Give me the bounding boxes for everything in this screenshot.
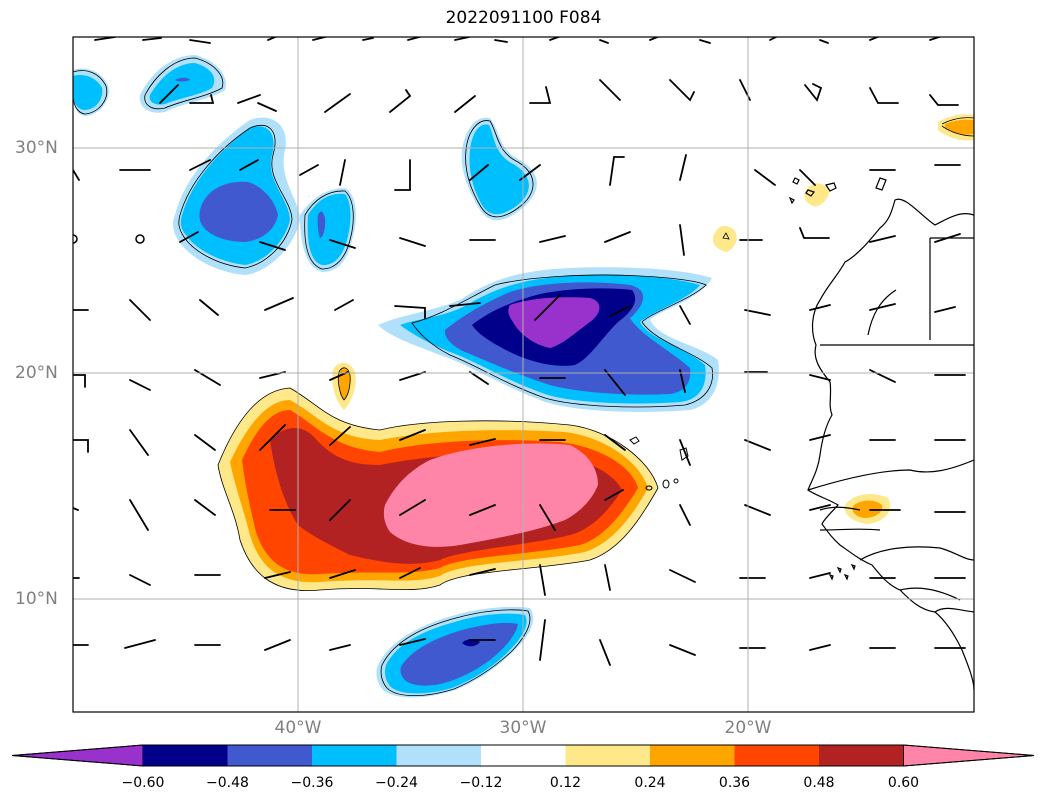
negative-anomaly-region-south: [376, 606, 534, 698]
negative-anomaly-region-nw: [173, 117, 300, 275]
colorbar: [11, 744, 1035, 767]
colorbar-over-arrow: [903, 744, 1035, 767]
colorbar-tick-label: 0.60: [887, 775, 920, 791]
plot-frame: [72, 36, 975, 713]
lon-label-20w: 20°W: [724, 718, 772, 738]
lat-label-10n: 10°N: [15, 589, 58, 609]
colorbar-tick-label: −0.36: [290, 775, 334, 791]
colorbar-tick-label: −0.48: [206, 775, 249, 791]
contour-ring: [73, 234, 78, 244]
lat-label-20n: 20°N: [15, 363, 58, 383]
gridlines: [73, 37, 974, 712]
colorbar-under-arrow: [11, 744, 144, 767]
contour-fields: [73, 37, 974, 698]
lat-label-30n: 30°N: [15, 138, 58, 158]
lon-label-30w: 30°W: [499, 718, 547, 738]
positive-anomaly-small: [332, 362, 356, 410]
negative-anomaly-region-top: [73, 55, 226, 116]
colorbar-tick-label: −0.60: [121, 775, 165, 791]
negative-anomaly-region-n-center: [461, 117, 537, 221]
colorbar-tick-label: 0.36: [718, 775, 751, 791]
colorbar-tick-label: 0.48: [803, 775, 835, 791]
contour-ring: [135, 234, 145, 244]
positive-anomaly-region: [217, 387, 689, 592]
colorbar-tick-label: −0.24: [375, 775, 418, 791]
colorbar-tick-label: 0.24: [634, 775, 666, 791]
positive-anomaly-east: [712, 114, 974, 524]
plot-title: 2022091100 F084: [445, 8, 602, 28]
lon-label-40w: 40°W: [274, 718, 322, 738]
negative-anomaly-region-ne: [378, 267, 719, 412]
colorbar-tick-label: 0.12: [549, 775, 582, 791]
negative-anomaly-region-nw2: [300, 188, 356, 272]
colorbar-tick-label: −0.12: [459, 775, 503, 791]
coastline: [788, 177, 974, 691]
